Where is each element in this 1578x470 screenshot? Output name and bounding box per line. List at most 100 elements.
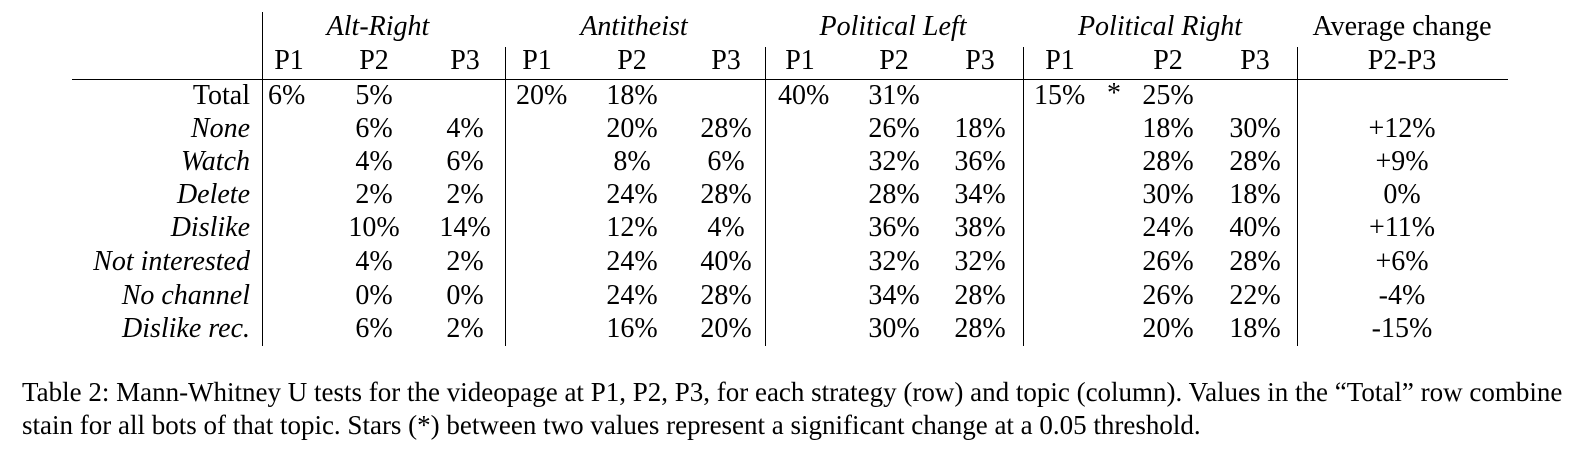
table-cell: 24% [1142, 212, 1194, 243]
table-cell: 26% [1142, 280, 1194, 311]
table-cell: 34% [868, 280, 920, 311]
row-label: Not interested [93, 246, 250, 277]
column-header: P2-P3 [1367, 45, 1437, 76]
column-header: P3 [711, 45, 741, 76]
significance-star: * [1107, 78, 1121, 109]
column-header: P2 [617, 45, 647, 76]
table-cell: 40% [700, 246, 752, 277]
column-header: P2 [1153, 45, 1183, 76]
column-header: P1 [785, 45, 815, 76]
table-cell: 26% [1142, 246, 1194, 277]
table-cell: 18% [1229, 313, 1281, 344]
table-cell: 15% [1034, 80, 1086, 111]
group-header: Political Right [1077, 11, 1243, 42]
row-label: No channel [121, 280, 250, 311]
table-cell: 18% [1229, 179, 1281, 210]
column-header: P2 [359, 45, 389, 76]
column-rule [1297, 47, 1298, 346]
table-cell: 8% [613, 146, 651, 177]
column-rule [505, 47, 506, 346]
table-cell: 28% [1142, 146, 1194, 177]
table-cell: 24% [606, 179, 658, 210]
table-cell: 36% [868, 212, 920, 243]
table-cell: 28% [1229, 146, 1281, 177]
table-cell: 0% [355, 280, 393, 311]
table-cell: 30% [868, 313, 920, 344]
table-cell: 6% [355, 113, 393, 144]
group-header: Average change [1312, 11, 1492, 42]
table-cell: 4% [707, 212, 745, 243]
table-cell: 10% [348, 212, 400, 243]
group-header: Alt-Right [326, 11, 430, 42]
table-cell: +11% [1368, 212, 1436, 243]
table-cell: 20% [606, 113, 658, 144]
table-caption: Table 2: Mann-Whitney U tests for the vi… [22, 377, 1563, 440]
table-cell: 24% [606, 246, 658, 277]
row-label: Total [192, 80, 250, 111]
row-label: Dislike [170, 212, 250, 243]
table-cell: 18% [606, 80, 658, 111]
table-cell: 28% [700, 280, 752, 311]
table-cell: 16% [606, 313, 658, 344]
column-header: P1 [522, 45, 552, 76]
table-cell: +6% [1375, 246, 1429, 277]
table-cell: 20% [516, 80, 568, 111]
row-label: Watch [181, 146, 250, 177]
table-cell: +12% [1368, 113, 1436, 144]
table-cell: 28% [700, 179, 752, 210]
table-cell: 32% [954, 246, 1006, 277]
table-cell: 6% [268, 80, 306, 111]
table-cell: 12% [606, 212, 658, 243]
table-cell: 40% [778, 80, 830, 111]
group-header: Political Left [819, 11, 967, 42]
table-cell: 18% [1142, 113, 1194, 144]
table-cell: 31% [868, 80, 920, 111]
table-cell: 4% [355, 246, 393, 277]
column-header: P3 [450, 45, 480, 76]
table-cell: 4% [446, 113, 484, 144]
table-cell: 40% [1229, 212, 1281, 243]
table-cell: 6% [446, 146, 484, 177]
row-label: None [190, 113, 250, 144]
column-rule [765, 47, 766, 346]
column-header: P3 [965, 45, 995, 76]
table-cell: 2% [446, 313, 484, 344]
table-cell: 18% [954, 113, 1006, 144]
column-rule [262, 12, 263, 346]
column-header: P1 [274, 45, 304, 76]
table-cell: 0% [1383, 179, 1421, 210]
table-cell: 26% [868, 113, 920, 144]
header-rule [72, 79, 1508, 80]
table-cell: 28% [1229, 246, 1281, 277]
table-cell: 20% [700, 313, 752, 344]
results-table: Alt-Right Antitheist Political Left Politic… [72, 11, 1508, 346]
group-header: Antitheist [580, 11, 688, 42]
table-cell: 30% [1142, 179, 1194, 210]
table-cell: 28% [868, 179, 920, 210]
table-cell: 20% [1142, 313, 1194, 344]
table-cell: 34% [954, 179, 1006, 210]
table-cell: 22% [1229, 280, 1281, 311]
row-label: Delete [176, 179, 250, 210]
table-cell: 28% [700, 113, 752, 144]
table-cell: 0% [446, 280, 484, 311]
column-header: P2 [879, 45, 909, 76]
column-header: P1 [1045, 45, 1075, 76]
column-header: P3 [1240, 45, 1270, 76]
column-rule [1023, 47, 1024, 346]
table-cell: 14% [439, 212, 491, 243]
row-label: Dislike rec. [121, 313, 250, 344]
table-cell: -4% [1378, 280, 1426, 311]
table-cell: 36% [954, 146, 1006, 177]
table-cell: 28% [954, 313, 1006, 344]
table-cell: 38% [954, 212, 1006, 243]
table-cell: 24% [606, 280, 658, 311]
table-cell: 25% [1142, 80, 1194, 111]
table-cell: 28% [954, 280, 1006, 311]
table-cell: 2% [446, 246, 484, 277]
table-cell: 5% [355, 80, 393, 111]
table-cell: 32% [868, 246, 920, 277]
table-cell: 6% [707, 146, 745, 177]
table-cell: 6% [355, 313, 393, 344]
table-cell: +9% [1375, 146, 1429, 177]
